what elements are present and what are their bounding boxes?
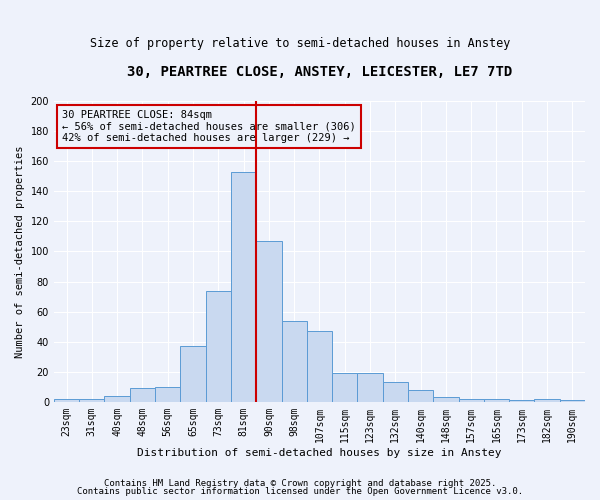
Bar [79,399,104,402]
Text: Contains public sector information licensed under the Open Government Licence v3: Contains public sector information licen… [77,487,523,496]
Bar [256,241,281,402]
Bar [181,346,206,402]
Bar [281,320,307,402]
Bar [383,382,408,402]
Text: Contains HM Land Registry data © Crown copyright and database right 2025.: Contains HM Land Registry data © Crown c… [104,478,496,488]
Text: 30 PEARTREE CLOSE: 84sqm
← 56% of semi-detached houses are smaller (306)
42% of : 30 PEARTREE CLOSE: 84sqm ← 56% of semi-d… [62,110,356,143]
Bar [155,387,181,402]
Bar [104,396,130,402]
X-axis label: Distribution of semi-detached houses by size in Anstey: Distribution of semi-detached houses by … [137,448,502,458]
Y-axis label: Number of semi-detached properties: Number of semi-detached properties [15,145,25,358]
Bar [231,172,256,402]
Bar [130,388,155,402]
Bar [433,398,458,402]
Bar [560,400,585,402]
Bar [458,399,484,402]
Bar [358,374,383,402]
Bar [307,331,332,402]
Bar [408,390,433,402]
Bar [54,399,79,402]
Bar [332,374,358,402]
Text: Size of property relative to semi-detached houses in Anstey: Size of property relative to semi-detach… [90,38,510,51]
Bar [535,399,560,402]
Bar [206,290,231,402]
Title: 30, PEARTREE CLOSE, ANSTEY, LEICESTER, LE7 7TD: 30, PEARTREE CLOSE, ANSTEY, LEICESTER, L… [127,65,512,79]
Bar [484,399,509,402]
Bar [509,400,535,402]
